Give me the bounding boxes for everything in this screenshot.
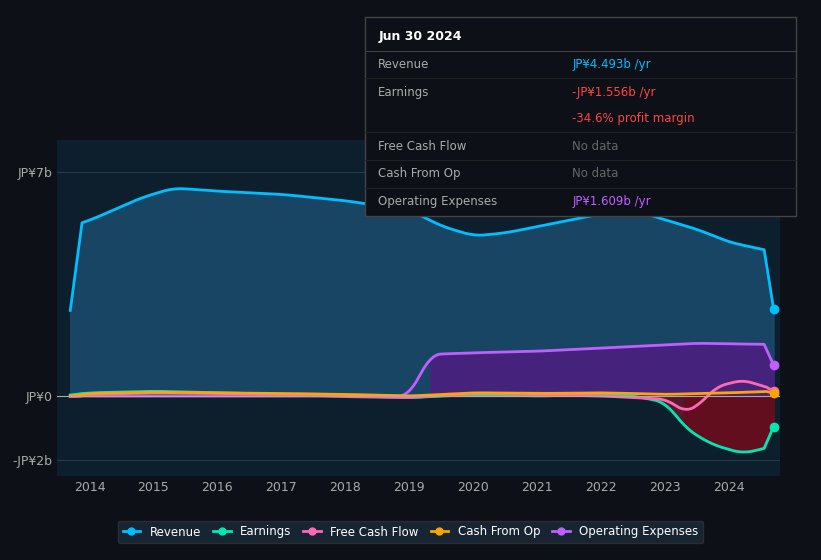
Text: Jun 30 2024: Jun 30 2024 — [378, 30, 461, 43]
Text: -34.6% profit margin: -34.6% profit margin — [572, 111, 695, 125]
Text: JP¥1.609b /yr: JP¥1.609b /yr — [572, 195, 651, 208]
Text: Earnings: Earnings — [378, 86, 429, 99]
Legend: Revenue, Earnings, Free Cash Flow, Cash From Op, Operating Expenses: Revenue, Earnings, Free Cash Flow, Cash … — [118, 521, 703, 543]
FancyBboxPatch shape — [365, 17, 796, 216]
Text: Revenue: Revenue — [378, 58, 429, 71]
Text: Free Cash Flow: Free Cash Flow — [378, 139, 466, 152]
Text: No data: No data — [572, 139, 618, 152]
Text: No data: No data — [572, 167, 618, 180]
Text: Cash From Op: Cash From Op — [378, 167, 461, 180]
Text: JP¥4.493b /yr: JP¥4.493b /yr — [572, 58, 651, 71]
Text: -JP¥1.556b /yr: -JP¥1.556b /yr — [572, 86, 656, 99]
Text: Operating Expenses: Operating Expenses — [378, 195, 498, 208]
